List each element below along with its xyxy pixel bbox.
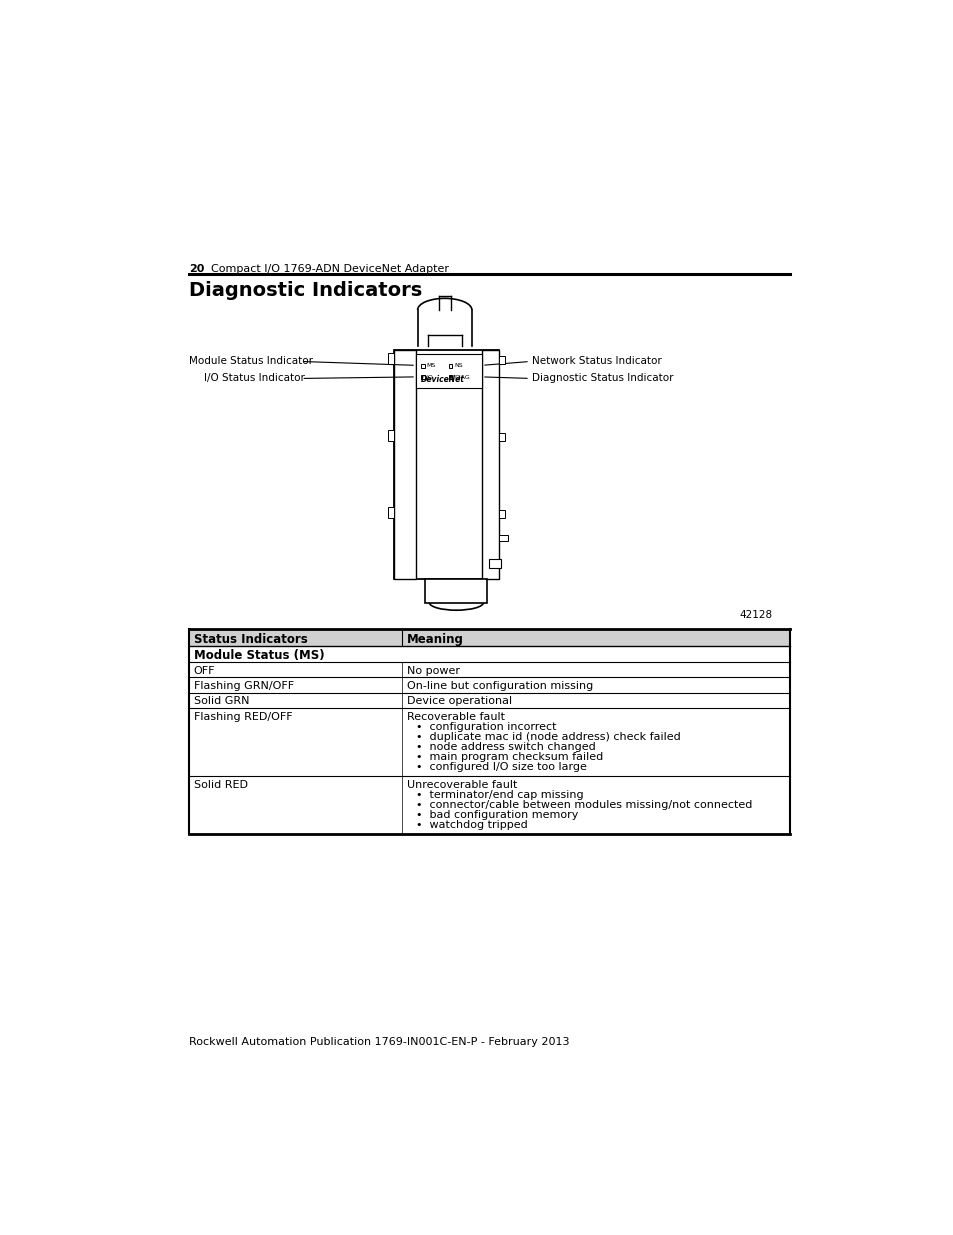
Bar (388, 430, 394, 441)
Text: Unrecoverable fault: Unrecoverable fault (406, 779, 517, 789)
Bar (388, 508, 394, 517)
Text: 20: 20 (189, 264, 204, 274)
Text: Meaning: Meaning (406, 632, 463, 646)
Text: •  configured I/O size too large: • configured I/O size too large (416, 762, 586, 772)
Text: NS: NS (454, 363, 462, 368)
Text: OFF: OFF (193, 666, 215, 676)
Text: •  connector/cable between modules missing/not connected: • connector/cable between modules missin… (416, 799, 752, 810)
Text: I/O Status Indicator: I/O Status Indicator (204, 373, 305, 383)
Text: Rockwell Automation Publication 1769-IN001C-EN-P - February 2013: Rockwell Automation Publication 1769-IN0… (189, 1037, 569, 1047)
Text: •  duplicate mac id (node address) check failed: • duplicate mac id (node address) check … (416, 732, 680, 742)
Bar (488, 558, 500, 568)
Bar (388, 353, 394, 364)
Bar (498, 510, 505, 517)
Bar (448, 375, 452, 379)
Text: 42128: 42128 (739, 610, 772, 620)
Text: •  terminator/end cap missing: • terminator/end cap missing (416, 789, 583, 799)
Bar (498, 356, 505, 364)
Text: Flashing RED/OFF: Flashing RED/OFF (193, 711, 292, 721)
Bar (425, 579, 487, 603)
Text: Device operational: Device operational (406, 697, 512, 706)
Bar (416, 353, 481, 389)
Text: Module Status (MS): Module Status (MS) (193, 650, 324, 662)
Text: Network Status Indicator: Network Status Indicator (532, 357, 661, 367)
Bar (394, 350, 498, 579)
Text: •  node address switch changed: • node address switch changed (416, 742, 596, 752)
Text: DeviceNet: DeviceNet (420, 374, 464, 384)
Text: Module Status Indicator: Module Status Indicator (189, 357, 313, 367)
Text: Flashing GRN/OFF: Flashing GRN/OFF (193, 680, 294, 692)
Text: •  main program checksum failed: • main program checksum failed (416, 752, 602, 762)
Bar (420, 375, 424, 379)
Text: Diagnostic Indicators: Diagnostic Indicators (189, 280, 422, 300)
Bar (481, 350, 498, 579)
Text: •  watchdog tripped: • watchdog tripped (416, 820, 527, 830)
Text: •  bad configuration memory: • bad configuration memory (416, 810, 578, 820)
Bar (448, 364, 452, 368)
Text: Solid GRN: Solid GRN (193, 697, 249, 706)
Text: Solid RED: Solid RED (193, 779, 248, 789)
Text: MS: MS (426, 363, 435, 368)
Text: Status Indicators: Status Indicators (193, 632, 307, 646)
Text: Diagnostic Status Indicator: Diagnostic Status Indicator (532, 373, 673, 383)
Text: •  configuration incorrect: • configuration incorrect (416, 721, 556, 732)
Text: No power: No power (406, 666, 459, 676)
Text: IO: IO (426, 374, 433, 380)
Bar (189, 630, 789, 646)
Bar (498, 433, 505, 441)
Bar (394, 350, 416, 579)
Text: On-line but configuration missing: On-line but configuration missing (406, 680, 593, 692)
Bar (420, 364, 424, 368)
Text: Recoverable fault: Recoverable fault (406, 711, 504, 721)
Bar (498, 535, 508, 541)
Text: Compact I/O 1769-ADN DeviceNet Adapter: Compact I/O 1769-ADN DeviceNet Adapter (211, 264, 448, 274)
Text: DIAG: DIAG (454, 374, 469, 380)
